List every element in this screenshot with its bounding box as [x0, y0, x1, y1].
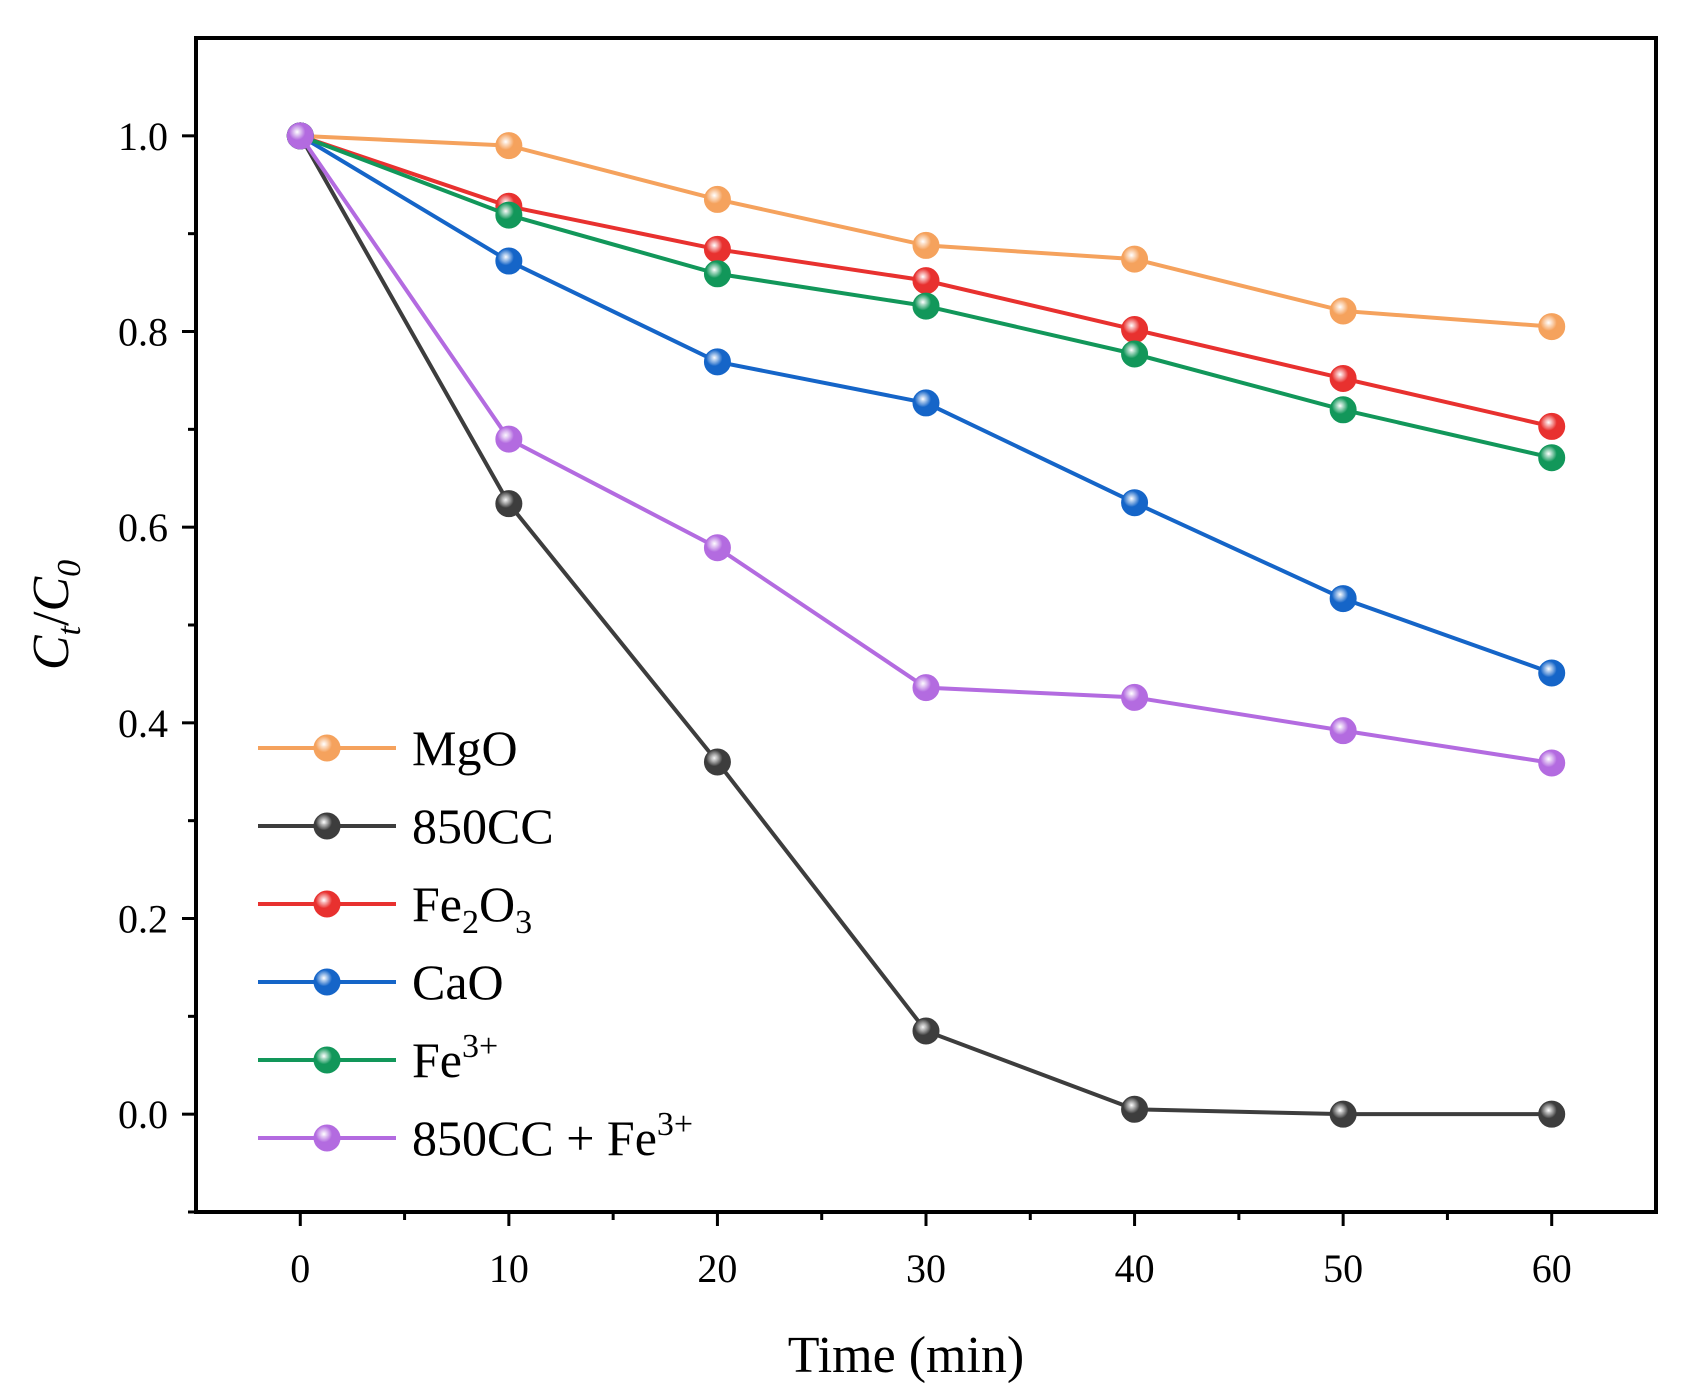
legend-label-part: MgO — [412, 720, 518, 776]
data-point — [703, 348, 731, 376]
data-point — [912, 389, 940, 417]
data-point — [1121, 1095, 1149, 1123]
x-tick-label-40: 40 — [1115, 1246, 1155, 1291]
data-point — [1538, 412, 1566, 440]
legend-label: CaO — [412, 954, 504, 1010]
y-axis-title-c1: C — [23, 634, 80, 670]
legend-swatch-marker — [313, 1124, 341, 1152]
legend-label: 850CC + Fe3+ — [412, 1106, 693, 1166]
data-point — [912, 674, 940, 702]
legend-label-part: 850CC + Fe — [412, 1110, 657, 1166]
y-tick-label-0.2: 0.2 — [118, 897, 168, 942]
y-tick-label-0.8: 0.8 — [118, 310, 168, 355]
axis-ticks: 0 10 20 30 40 50 60 0.0 0.2 0.4 0.6 0.8 1.0 — [118, 114, 1572, 1291]
data-point — [1121, 245, 1149, 273]
y-axis-title-slash: / — [23, 611, 80, 626]
legend-swatch-marker — [313, 734, 341, 762]
x-tick-label-20: 20 — [697, 1246, 737, 1291]
legend-label-part: 2 — [462, 904, 479, 941]
data-point — [1538, 313, 1566, 341]
x-tick-label-60: 60 — [1532, 1246, 1572, 1291]
data-point — [703, 235, 731, 263]
data-point — [1121, 316, 1149, 344]
data-point — [1329, 297, 1357, 325]
data-point — [912, 267, 940, 295]
x-tick-label-30: 30 — [906, 1246, 946, 1291]
legend-label-part: O — [479, 876, 515, 932]
data-point — [703, 748, 731, 776]
y-axis-title-sub-0: 0 — [51, 560, 88, 577]
data-point — [703, 260, 731, 288]
legend-item: Fe2O3 — [258, 876, 532, 941]
data-point — [1538, 444, 1566, 472]
series-line — [298, 134, 1553, 765]
data-point — [912, 292, 940, 320]
legend-swatch-marker — [313, 968, 341, 996]
legend-item: 850CC — [258, 798, 554, 854]
y-axis-title-sub-t: t — [51, 624, 88, 635]
data-point — [703, 534, 731, 562]
legend-label: Fe3+ — [412, 1028, 498, 1088]
data-point — [703, 185, 731, 213]
y-tick-label-0.6: 0.6 — [118, 505, 168, 550]
legend-label-part: 3 — [515, 904, 532, 941]
data-point — [1329, 396, 1357, 424]
data-point — [1538, 659, 1566, 687]
legend-swatch-marker — [313, 812, 341, 840]
data-point — [495, 132, 523, 160]
x-axis-title: Time (min) — [788, 1327, 1024, 1384]
data-point — [1121, 683, 1149, 711]
data-point — [1329, 364, 1357, 392]
series-layer — [286, 122, 1566, 1128]
data-point — [1329, 585, 1357, 613]
legend-label-part: 3+ — [657, 1106, 693, 1143]
legend-label-part: 3+ — [462, 1028, 498, 1065]
series-850cc-fe3- — [286, 122, 1566, 777]
y-tick-label-0: 0.0 — [118, 1092, 168, 1137]
x-tick-label-50: 50 — [1323, 1246, 1363, 1291]
data-point — [1329, 1100, 1357, 1128]
y-tick-label-0.4: 0.4 — [118, 701, 168, 746]
data-point — [1538, 749, 1566, 777]
data-point — [912, 231, 940, 259]
series-fe3- — [286, 122, 1566, 472]
x-tick-label-10: 10 — [489, 1246, 529, 1291]
data-point — [912, 1017, 940, 1045]
series-cao — [286, 122, 1566, 687]
legend-label-part: Fe — [412, 876, 462, 932]
x-tick-label-0: 0 — [290, 1246, 310, 1291]
legend-item: 850CC + Fe3+ — [258, 1106, 693, 1166]
legend-label: Fe2O3 — [412, 876, 532, 941]
series-mgo — [286, 122, 1566, 341]
legend-item: CaO — [258, 954, 504, 1010]
data-point — [495, 425, 523, 453]
legend-label-part: 850CC — [412, 798, 554, 854]
legend-swatch-marker — [313, 890, 341, 918]
data-point — [495, 490, 523, 518]
legend-item: MgO — [258, 720, 518, 776]
data-point — [286, 122, 314, 150]
legend-label: MgO — [412, 720, 518, 776]
y-axis-title-c2: C — [23, 576, 80, 612]
legend-label-part: Fe — [412, 1032, 462, 1088]
legend-swatch-marker — [313, 1046, 341, 1074]
y-axis-title: Ct/C0 — [23, 560, 88, 670]
legend-label-part: CaO — [412, 954, 504, 1010]
data-point — [1121, 340, 1149, 368]
data-point — [495, 247, 523, 275]
data-point — [1121, 489, 1149, 517]
legend-item: Fe3+ — [258, 1028, 498, 1088]
data-point — [1538, 1100, 1566, 1128]
data-point — [1329, 717, 1357, 745]
legend-label: 850CC — [412, 798, 554, 854]
data-point — [495, 201, 523, 229]
y-tick-label-1: 1.0 — [118, 114, 168, 159]
